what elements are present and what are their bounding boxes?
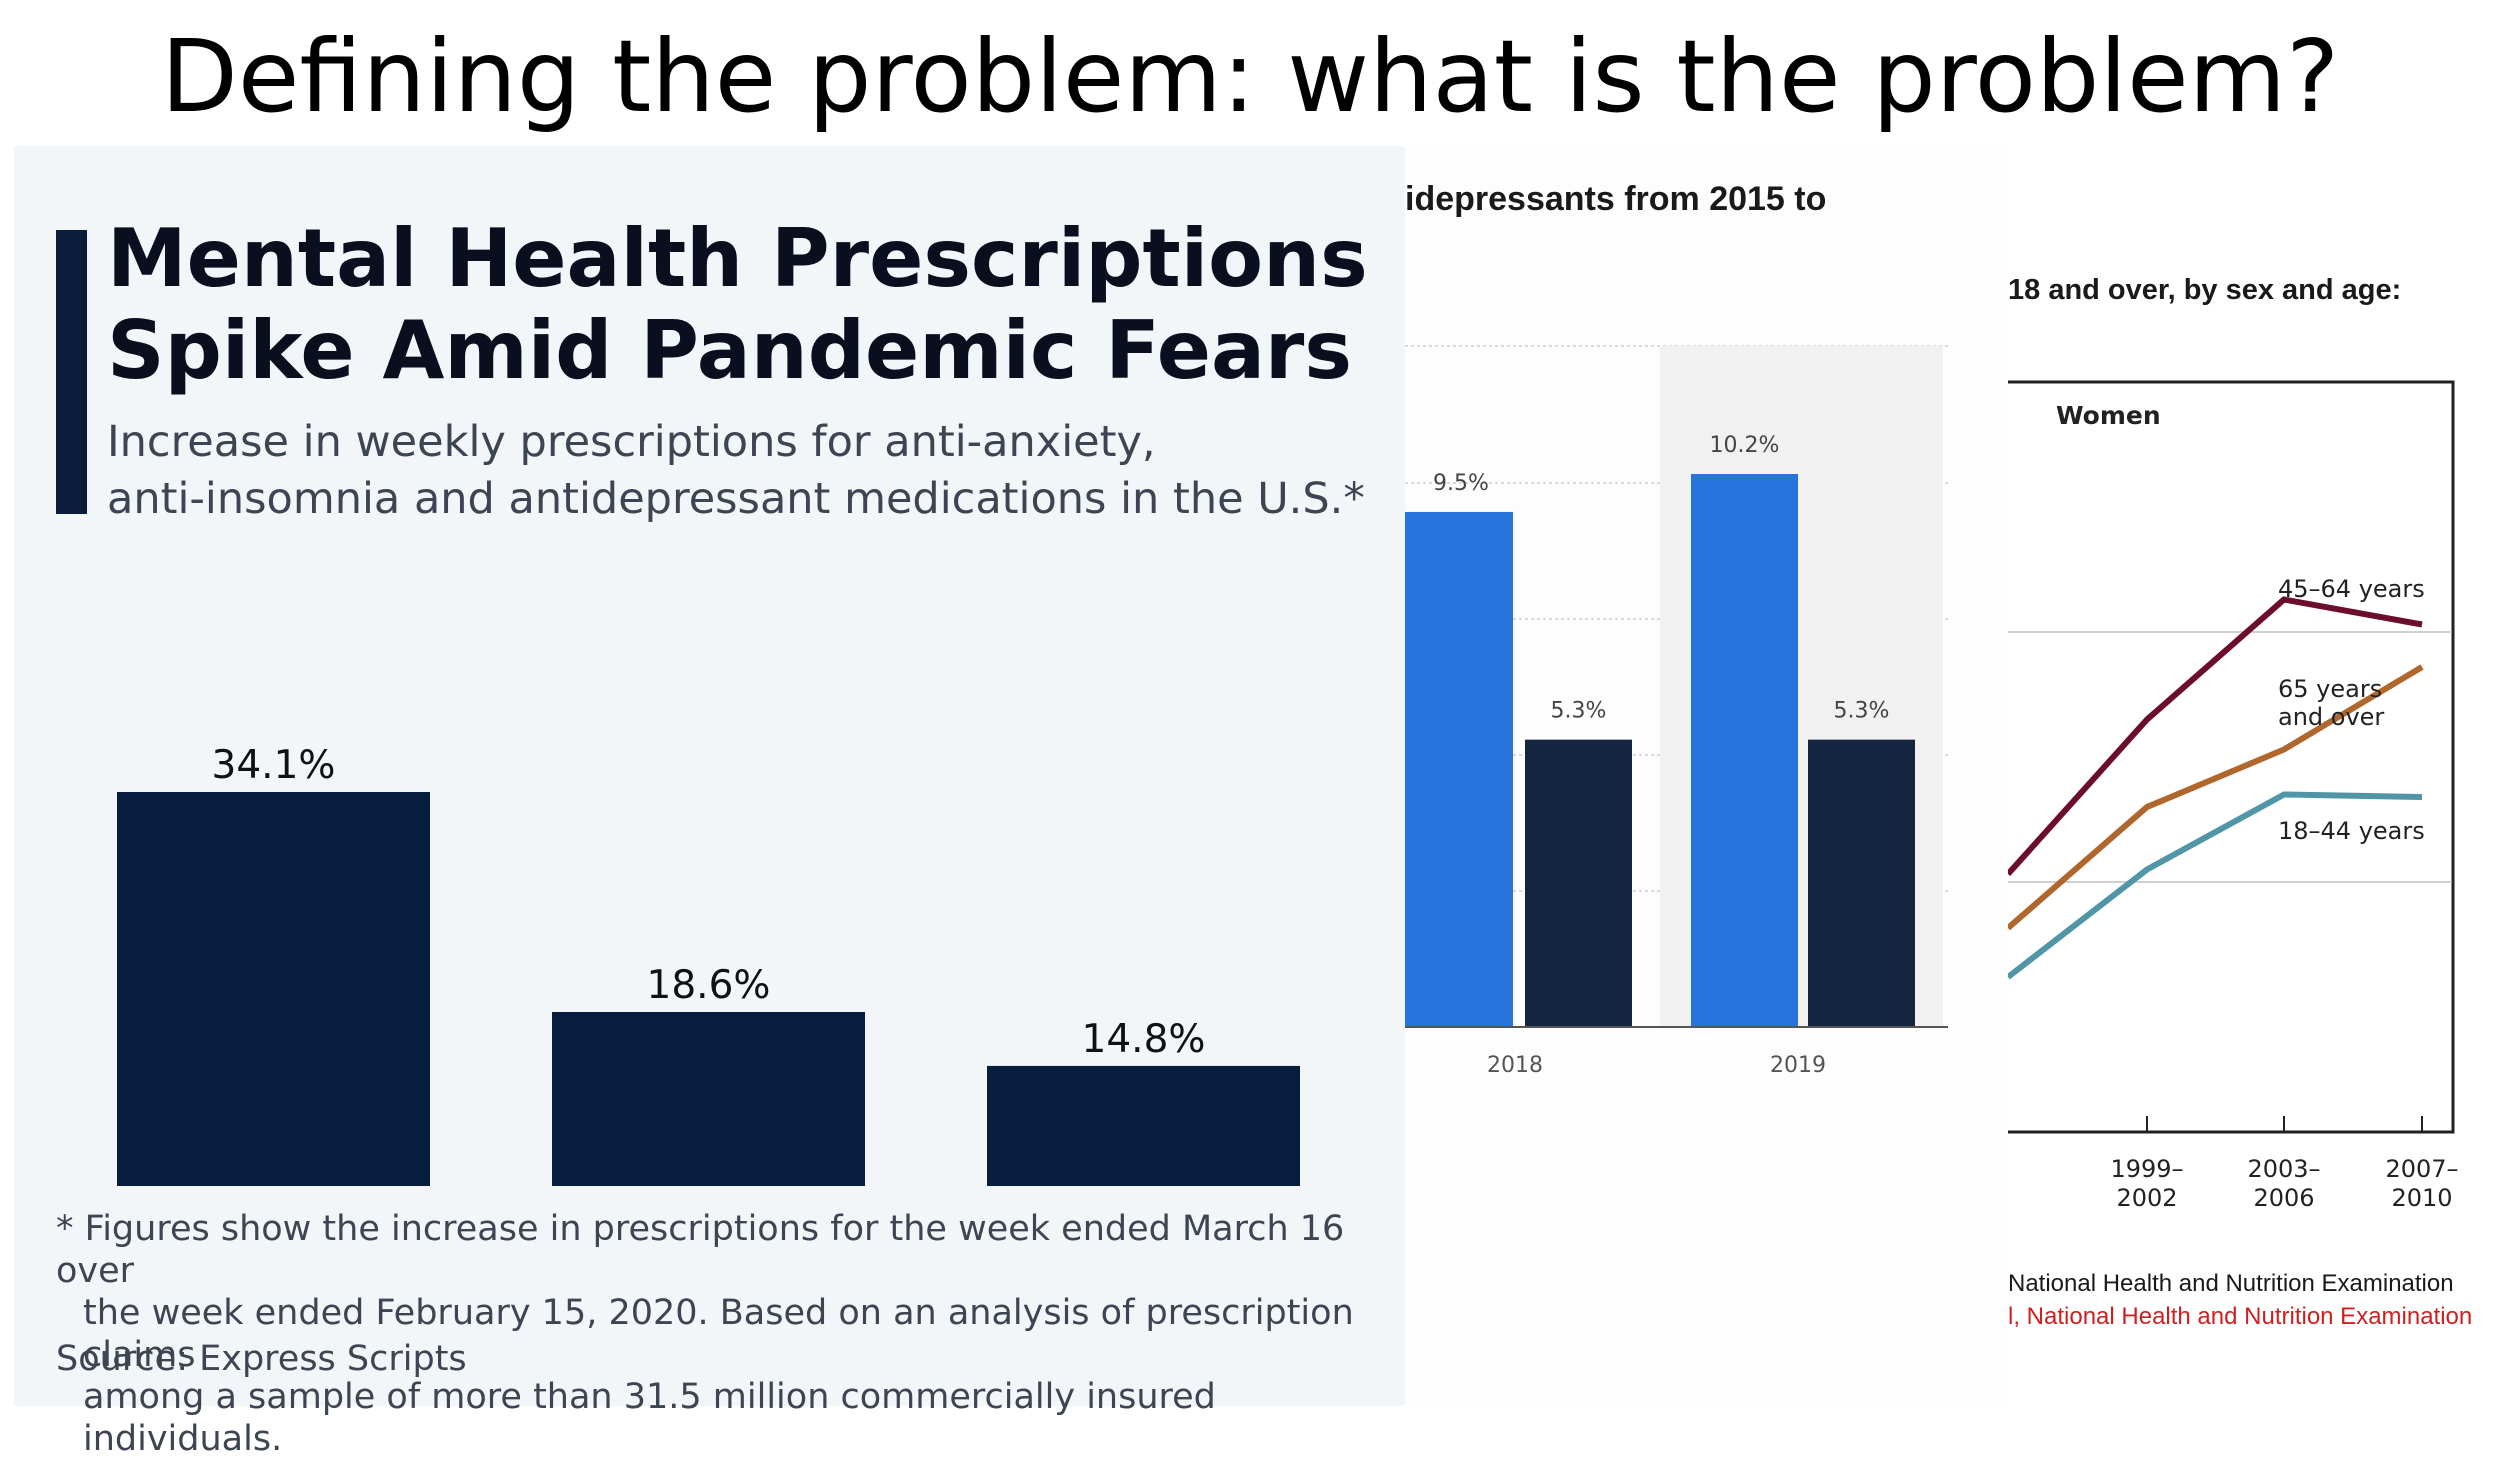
bar-2018-series-1 (1405, 511, 1513, 1027)
bar-value-label: 34.1% (212, 743, 336, 788)
bar-2019-series-2 (1808, 739, 1915, 1027)
series-label: and over (2278, 703, 2384, 731)
x-tick-label: 2007– (2385, 1155, 2458, 1183)
panel-label: Women (2056, 401, 2161, 430)
bar-2018-series-2 (1525, 739, 1632, 1027)
series-label: 65 years (2278, 675, 2382, 703)
series-label: 18–44 years (2278, 817, 2425, 845)
plot-frame (2008, 380, 2455, 1134)
panel3-source-line-1: National Health and Nutrition Examinatio… (2008, 1270, 2454, 1297)
series-line (2008, 791, 2423, 980)
panel-title-line-2: Spike Amid Pandemic Fears (107, 304, 1352, 397)
source-text: Source: Express Scripts (56, 1339, 467, 1379)
bar-value-label: 5.3% (1834, 699, 1890, 724)
panel-title-line-1: Mental Health Prescriptions (107, 212, 1368, 305)
prescriptions-bar-chart: 34.1%Anti-anxiety18.6%Antidepressants14.… (117, 743, 1300, 1186)
x-tick-label: 2006 (2253, 1184, 2314, 1212)
bar-value-label: 14.8% (1082, 1017, 1206, 1062)
x-tick-label: 2003– (2247, 1155, 2320, 1183)
antidepressants-bar-chart: 9.5% 5.3% 2018 10.2% 5.3% 2019 (1405, 345, 1948, 1078)
bar-anti-anxiety (117, 792, 430, 1186)
series-line (2008, 664, 2424, 931)
women-age-panel: 18 and over, by sex and age: Women 45–64 … (2008, 146, 2500, 1406)
series-label: 45–64 years (2278, 575, 2425, 603)
footnote-line-2: the week ended February 15, 2020. Based … (83, 1293, 1354, 1375)
footnote-line-3: among a sample of more than 31.5 million… (83, 1377, 1216, 1459)
x-tick-label: 2010 (2391, 1184, 2452, 1212)
mental-health-panel: Mental Health Prescriptions Spike Amid P… (14, 146, 1405, 1459)
year-label: 2018 (1487, 1053, 1543, 1078)
bar-antidepressants (552, 1012, 865, 1186)
x-tick-label: 2002 (2116, 1184, 2177, 1212)
year-label: 2019 (1770, 1053, 1826, 1078)
footnote-line-1: * Figures show the increase in prescript… (56, 1209, 1345, 1291)
footnote: * Figures show the increase in prescript… (56, 1208, 1396, 1460)
panel-title: Mental Health Prescriptions Spike Amid P… (107, 213, 1387, 397)
panel-subtitle: Increase in weekly prescriptions for ant… (107, 414, 1397, 528)
panel-subtitle-line-1: Increase in weekly prescriptions for ant… (107, 417, 1156, 467)
slide-title: Defining the problem: what is the proble… (160, 18, 2340, 135)
bar-value-label: 10.2% (1710, 433, 1780, 458)
x-tick-label: 1999– (2110, 1155, 2183, 1183)
antidepressants-panel: idepressants from 2015 to 9.5% 5.3% 2018 10… (1405, 146, 2008, 1406)
panel2-title: idepressants from 2015 to (1405, 180, 1827, 218)
bar-2019-series-1 (1691, 474, 1798, 1027)
series-line (2008, 596, 2423, 877)
title-accent-bar (56, 230, 87, 514)
bar-value-label: 5.3% (1551, 699, 1607, 724)
bar-anti-insomnia (987, 1065, 1300, 1186)
bar-value-label: 18.6% (647, 963, 771, 1008)
bar-value-label: 9.5% (1433, 471, 1489, 496)
panel-subtitle-line-2: anti-insomnia and antidepressant medicat… (107, 474, 1365, 524)
panel3-title: 18 and over, by sex and age: (2008, 274, 2402, 306)
panel3-source-line-2: l, National Health and Nutrition Examina… (2008, 1303, 2473, 1330)
